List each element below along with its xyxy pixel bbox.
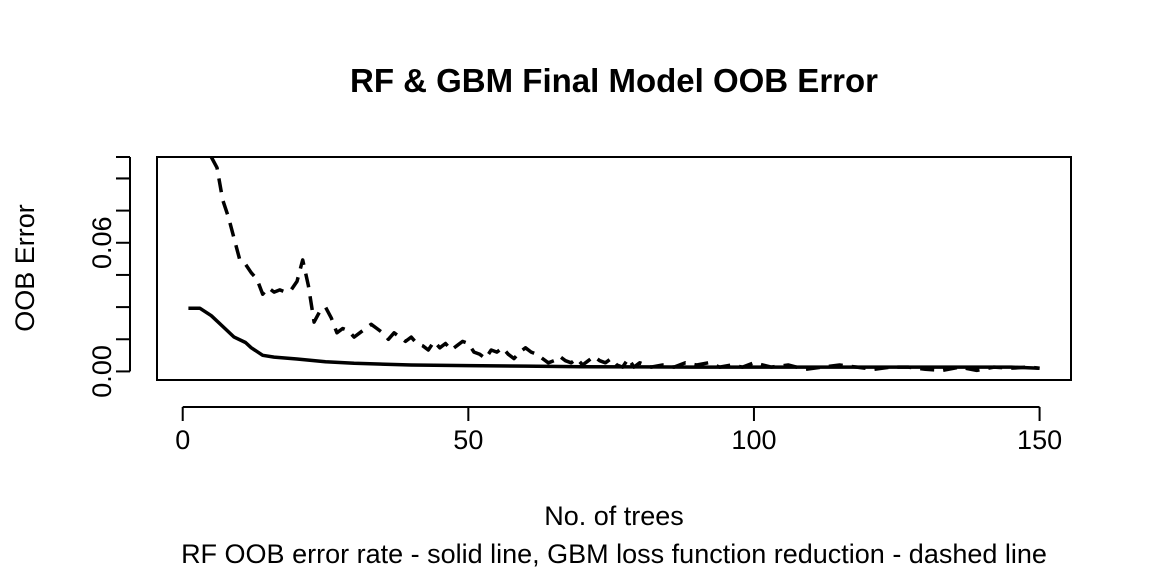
- y-axis: 0.00 0.06: [87, 156, 131, 398]
- x-axis: 0 50 100 150: [175, 406, 1062, 455]
- y-tick-label: 0.00: [87, 345, 117, 398]
- x-axis-label: No. of trees: [544, 501, 684, 531]
- plot-frame: [156, 156, 1072, 381]
- chart-subtitle: RF OOB error rate - solid line, GBM loss…: [181, 539, 1047, 569]
- series-layer: [188, 157, 1040, 373]
- y-axis-label: OOB Error: [10, 204, 40, 332]
- chart-title: RF & GBM Final Model OOB Error: [350, 62, 878, 99]
- x-tick-label: 100: [731, 425, 776, 455]
- y-tick-label: 0.06: [87, 216, 117, 269]
- gbm-dashed-line: [209, 157, 1040, 373]
- x-tick-label: 0: [175, 425, 190, 455]
- rf-solid-line: [188, 306, 1040, 370]
- x-tick-label: 150: [1017, 425, 1062, 455]
- x-tick-label: 50: [453, 425, 483, 455]
